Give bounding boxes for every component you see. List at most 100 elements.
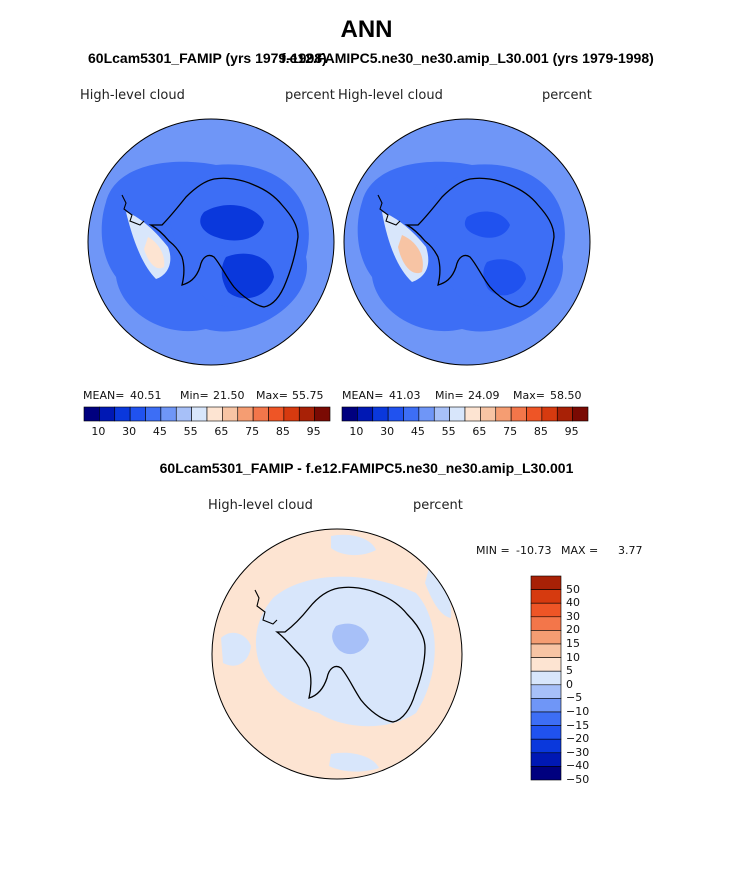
panel2-stat-min: 24.09 <box>468 389 500 402</box>
panel1-colorbar-swatch <box>175 406 192 422</box>
diff-stat-min-label: MIN = <box>476 544 510 557</box>
panel2-colorbar-swatch <box>572 406 589 422</box>
panel1-colorbar-tick-label: 45 <box>152 425 167 438</box>
diff-colorbar-swatch <box>530 657 562 672</box>
diff-colorbar-tick-label: 40 <box>566 596 580 610</box>
panel2-colorbar-swatch <box>341 406 358 422</box>
panel1-colorbar-swatch <box>222 406 239 422</box>
diff-map <box>211 528 463 780</box>
panel2-coastline <box>404 177 555 308</box>
panel2-stat-mean-label: MEAN= <box>342 389 384 402</box>
panel1-colorbar-swatch <box>283 406 300 422</box>
panel1-colorbar-swatch <box>129 406 146 422</box>
panel2-colorbar-swatch <box>403 406 420 422</box>
panel1-units: percent <box>285 88 335 103</box>
case2-title: f.e12.FAMIPC5.ne30_ne30.amip_L30.001 (yr… <box>281 50 654 66</box>
panel2-map <box>343 118 591 366</box>
panel2-colorbar-swatch <box>495 406 512 422</box>
panel1-weddell-high <box>144 237 165 269</box>
diff-colorbar-swatch <box>530 738 562 754</box>
panel1-stat-min: 21.50 <box>213 389 245 402</box>
diff-ocean-patch-east <box>425 568 452 618</box>
diff-ocean-patch-west <box>221 632 251 666</box>
diff-colorbar-tick-label: 5 <box>566 664 573 678</box>
panel2-colorbar-swatch <box>541 406 558 422</box>
diff-ocean-patch-north <box>331 534 376 556</box>
diff-colorbar-tick-label: 50 <box>566 582 580 596</box>
panel1-colorbar-tick-label: 55 <box>183 425 198 438</box>
panel2-colorbar-swatch <box>418 406 435 422</box>
diff-colorbar-swatch <box>530 725 562 740</box>
diff-colorbar-tick-label: −15 <box>566 718 590 732</box>
diff-colorbar-swatch <box>530 698 562 713</box>
diff-colorbar-tick-label: 20 <box>566 623 580 637</box>
panel2-colorbar-swatch <box>449 406 466 422</box>
diff-title: 60Lcam5301_FAMIP - f.e12.FAMIPC5.ne30_ne… <box>159 460 574 476</box>
panel2-stat-max-label: Max= <box>513 389 545 402</box>
panel1-coastline <box>148 177 299 308</box>
panel1-colorbar-swatch <box>191 406 208 422</box>
diff-colorbar-swatch <box>530 711 562 726</box>
panel1-colorbar-swatch <box>237 406 254 422</box>
panel1-colorbar-tick-label: 65 <box>214 425 229 438</box>
panel1-map <box>87 118 335 366</box>
panel1-colorbar-swatch <box>160 406 177 422</box>
diff-interior-low <box>332 623 369 655</box>
panel1-interior-low-west <box>200 204 264 241</box>
diff-stat-min: -10.73 <box>516 544 552 557</box>
panel2-colorbar-swatch <box>556 406 573 422</box>
diff-colorbar-tick-label: 0 <box>566 677 573 691</box>
diff-colorbar-swatch <box>530 670 562 686</box>
panel1-stat-max: 55.75 <box>292 389 324 402</box>
panel2-interior-low-east <box>483 259 526 296</box>
panel2-units: percent <box>542 88 592 103</box>
panel1-colorbar-swatch <box>114 406 131 422</box>
diff-colorbar-swatch <box>530 589 562 604</box>
diff-colorbar-tick-label: 10 <box>566 650 580 664</box>
diff-colorbar-tick-label: 15 <box>566 637 580 650</box>
diff-stat-max-label: MAX = <box>561 544 599 557</box>
panel2-colorbar-tick-label: 95 <box>564 425 579 438</box>
panel1-colorbar-swatch <box>314 406 331 422</box>
panel2-colorbar-tick-label: 45 <box>410 425 425 438</box>
diff-ocean-patch-south <box>329 752 379 772</box>
diff-coastline <box>275 586 426 723</box>
diff-colorbar-tick-label: −5 <box>566 691 583 705</box>
panel1-stat-mean: 40.51 <box>130 389 162 402</box>
panel1-colorbar-tick-label: 30 <box>122 425 137 438</box>
panel2-colorbar-swatch <box>372 406 389 422</box>
diff-colorbar-swatch <box>530 766 562 781</box>
diff-colorbar-tick-label: 30 <box>566 609 580 623</box>
panel2-colorbar-swatch <box>480 406 497 422</box>
case1-title: 60Lcam5301_FAMIP (yrs 1979-1998) <box>88 50 327 66</box>
panel1-colorbar-tick-label: 95 <box>306 425 321 438</box>
panel1-colorbar <box>83 406 331 422</box>
diff-colorbar-swatch <box>530 575 562 590</box>
main-title: ANN <box>340 16 393 43</box>
panel1-stat-min-label: Min= <box>180 389 209 402</box>
panel2-colorbar-swatch <box>526 406 543 422</box>
panel1-colorbar-swatch <box>99 406 116 422</box>
diff-units: percent <box>413 498 463 513</box>
panel1-colorbar-swatch <box>268 406 285 422</box>
diff-stat-max: 3.77 <box>618 544 643 557</box>
panel2-colorbar-tick-label: 30 <box>380 425 395 438</box>
panel2-colorbar-swatch <box>387 406 404 422</box>
panel1-colorbar-swatch <box>145 406 162 422</box>
diff-colorbar-swatch <box>530 602 562 618</box>
panel2-colorbar-tick-label: 55 <box>441 425 456 438</box>
panel1-colorbar-swatch <box>83 406 100 422</box>
panel2-colorbar-swatch <box>464 406 481 422</box>
panel2-colorbar-tick-label: 10 <box>349 425 364 438</box>
panel2-colorbar-swatch <box>510 406 527 422</box>
panel2-colorbar-tick-label: 65 <box>472 425 487 438</box>
panel1-stat-max-label: Max= <box>256 389 288 402</box>
panel1-colorbar-tick-label: 10 <box>91 425 106 438</box>
diff-colorbar-tick-label: −30 <box>566 745 590 759</box>
panel2-colorbar-tick-label: 85 <box>533 425 548 438</box>
diff-colorbar-swatch <box>530 630 562 645</box>
diff-colorbar-swatch <box>530 752 562 767</box>
diff-colorbar <box>530 575 562 781</box>
panel2-colorbar-swatch <box>433 406 450 422</box>
diff-colorbar-tick-label: −50 <box>566 773 590 786</box>
